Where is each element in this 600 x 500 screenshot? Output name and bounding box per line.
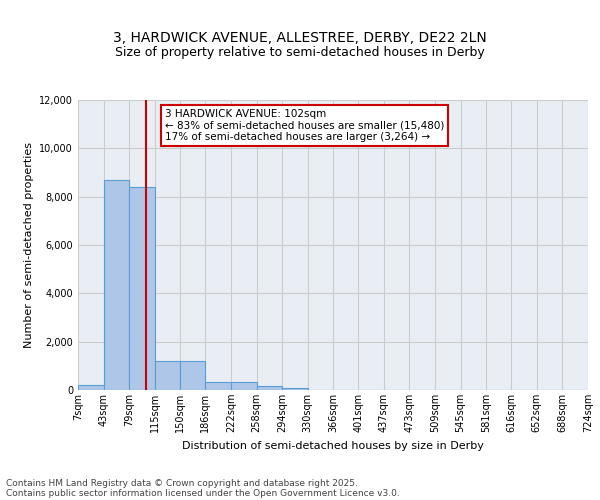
Bar xyxy=(155,361,180,390)
Text: Contains public sector information licensed under the Open Government Licence v3: Contains public sector information licen… xyxy=(6,488,400,498)
Text: Size of property relative to semi-detached houses in Derby: Size of property relative to semi-detach… xyxy=(115,46,485,59)
Text: Contains HM Land Registry data © Crown copyright and database right 2025.: Contains HM Land Registry data © Crown c… xyxy=(6,478,358,488)
Y-axis label: Number of semi-detached properties: Number of semi-detached properties xyxy=(24,142,34,348)
Bar xyxy=(180,361,205,390)
Text: 3 HARDWICK AVENUE: 102sqm
← 83% of semi-detached houses are smaller (15,480)
17%: 3 HARDWICK AVENUE: 102sqm ← 83% of semi-… xyxy=(164,108,444,142)
Bar xyxy=(205,382,231,390)
Text: 3, HARDWICK AVENUE, ALLESTREE, DERBY, DE22 2LN: 3, HARDWICK AVENUE, ALLESTREE, DERBY, DE… xyxy=(113,30,487,44)
Bar xyxy=(231,382,257,390)
Bar xyxy=(78,385,104,390)
Bar xyxy=(104,180,129,390)
Bar xyxy=(257,386,282,390)
Bar xyxy=(282,388,308,390)
Bar xyxy=(129,187,155,390)
X-axis label: Distribution of semi-detached houses by size in Derby: Distribution of semi-detached houses by … xyxy=(182,440,484,450)
